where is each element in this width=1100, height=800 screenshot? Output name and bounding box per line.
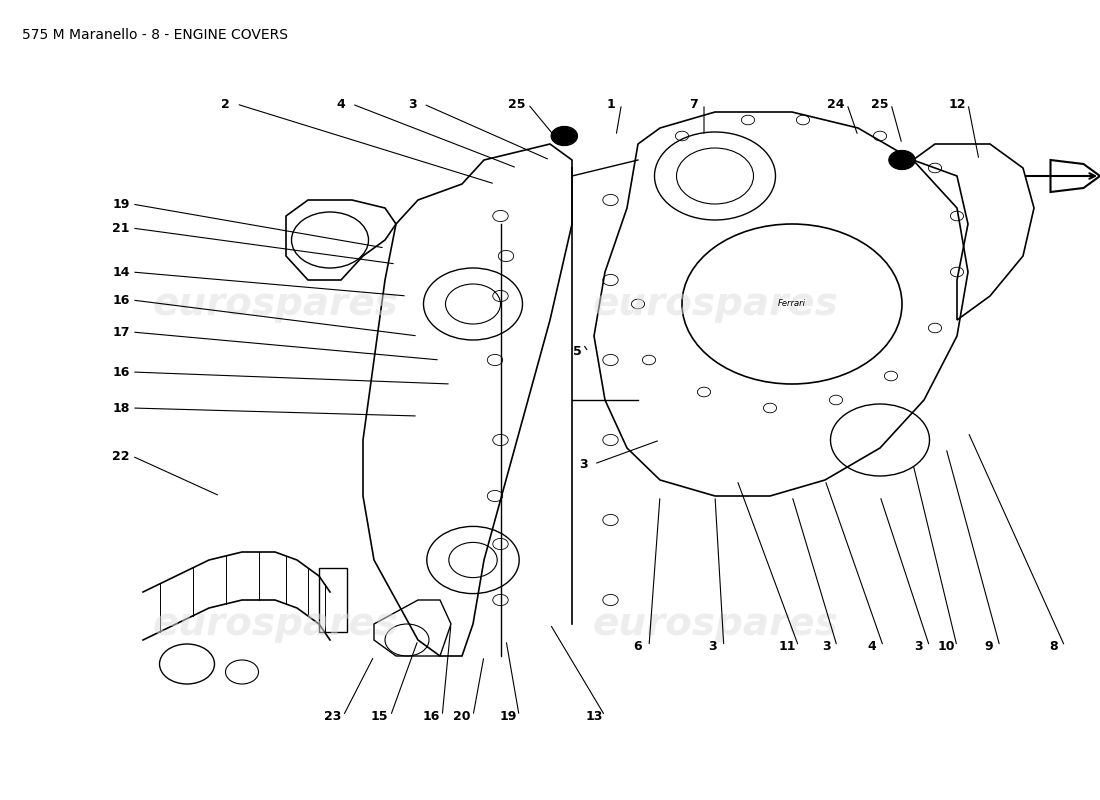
Text: 4: 4 — [337, 98, 345, 110]
Text: 10: 10 — [937, 640, 955, 653]
Text: 17: 17 — [112, 326, 130, 338]
Text: eurospares: eurospares — [152, 285, 398, 323]
Text: 9: 9 — [984, 640, 993, 653]
Text: 575 M Maranello - 8 - ENGINE COVERS: 575 M Maranello - 8 - ENGINE COVERS — [22, 28, 288, 42]
Text: 12: 12 — [948, 98, 966, 110]
Circle shape — [889, 150, 915, 170]
Text: 8: 8 — [1049, 640, 1058, 653]
Text: 1: 1 — [606, 98, 615, 110]
Text: 15: 15 — [371, 710, 388, 722]
Text: 3: 3 — [914, 640, 923, 653]
Text: 16: 16 — [422, 710, 440, 722]
Text: 16: 16 — [112, 366, 130, 378]
Text: Ferrari: Ferrari — [778, 299, 806, 309]
Text: 18: 18 — [112, 402, 130, 414]
Text: 24: 24 — [827, 98, 845, 110]
Text: 21: 21 — [112, 222, 130, 234]
Text: 6: 6 — [634, 640, 642, 653]
Text: 3: 3 — [408, 98, 417, 110]
Text: 3: 3 — [579, 458, 587, 470]
Text: 19: 19 — [112, 198, 130, 210]
Text: 7: 7 — [689, 98, 697, 110]
Text: 4: 4 — [868, 640, 877, 653]
Text: 25: 25 — [508, 98, 526, 110]
Text: eurospares: eurospares — [592, 605, 838, 643]
Text: 19: 19 — [499, 710, 517, 722]
Text: 2: 2 — [221, 98, 230, 110]
Text: 23: 23 — [323, 710, 341, 722]
Text: eurospares: eurospares — [152, 605, 398, 643]
Text: 16: 16 — [112, 294, 130, 306]
Circle shape — [551, 126, 578, 146]
Text: 11: 11 — [779, 640, 796, 653]
Text: eurospares: eurospares — [592, 285, 838, 323]
Text: 20: 20 — [453, 710, 471, 722]
Text: 25: 25 — [871, 98, 889, 110]
Text: 3: 3 — [708, 640, 717, 653]
Text: 14: 14 — [112, 266, 130, 278]
Text: 5: 5 — [573, 346, 582, 358]
Bar — [319, 568, 346, 632]
Text: 22: 22 — [112, 450, 130, 462]
Text: 13: 13 — [585, 710, 603, 722]
Text: 3: 3 — [822, 640, 830, 653]
